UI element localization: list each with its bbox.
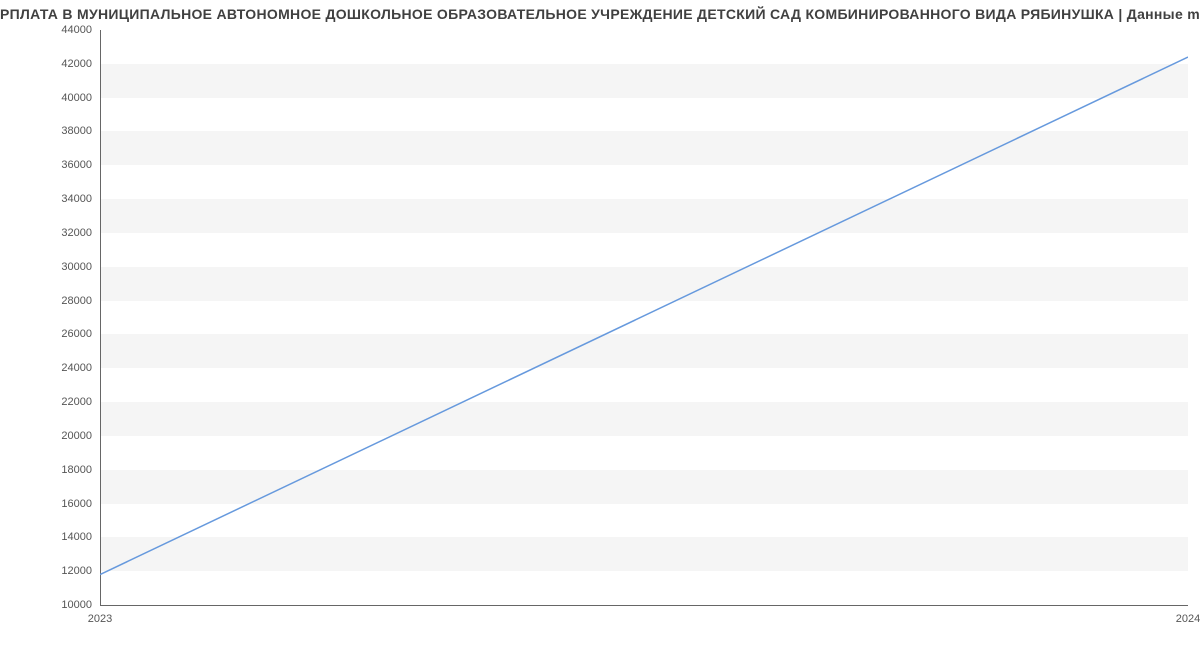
y-tick-label: 44000 [32,24,92,36]
y-tick-label: 28000 [32,295,92,307]
y-tick-label: 12000 [32,565,92,577]
y-tick-label: 22000 [32,396,92,408]
y-tick-label: 18000 [32,464,92,476]
y-tick-label: 38000 [32,125,92,137]
x-axis-line [100,605,1188,606]
y-tick-label: 24000 [32,362,92,374]
x-tick-label: 2023 [88,613,112,625]
y-tick-label: 10000 [32,599,92,611]
x-tick-label: 2024 [1176,613,1200,625]
y-tick-label: 36000 [32,159,92,171]
chart-container: РПЛАТА В МУНИЦИПАЛЬНОЕ АВТОНОМНОЕ ДОШКОЛ… [0,0,1200,650]
y-tick-label: 30000 [32,261,92,273]
y-tick-label: 40000 [32,92,92,104]
y-tick-label: 16000 [32,498,92,510]
chart-title: РПЛАТА В МУНИЦИПАЛЬНОЕ АВТОНОМНОЕ ДОШКОЛ… [0,6,1200,22]
plot-area: 1000012000140001600018000200002200024000… [100,30,1188,605]
y-tick-label: 26000 [32,328,92,340]
y-tick-label: 42000 [32,58,92,70]
line-series [100,30,1188,605]
y-tick-label: 34000 [32,193,92,205]
y-tick-label: 14000 [32,531,92,543]
y-tick-label: 32000 [32,227,92,239]
y-tick-label: 20000 [32,430,92,442]
